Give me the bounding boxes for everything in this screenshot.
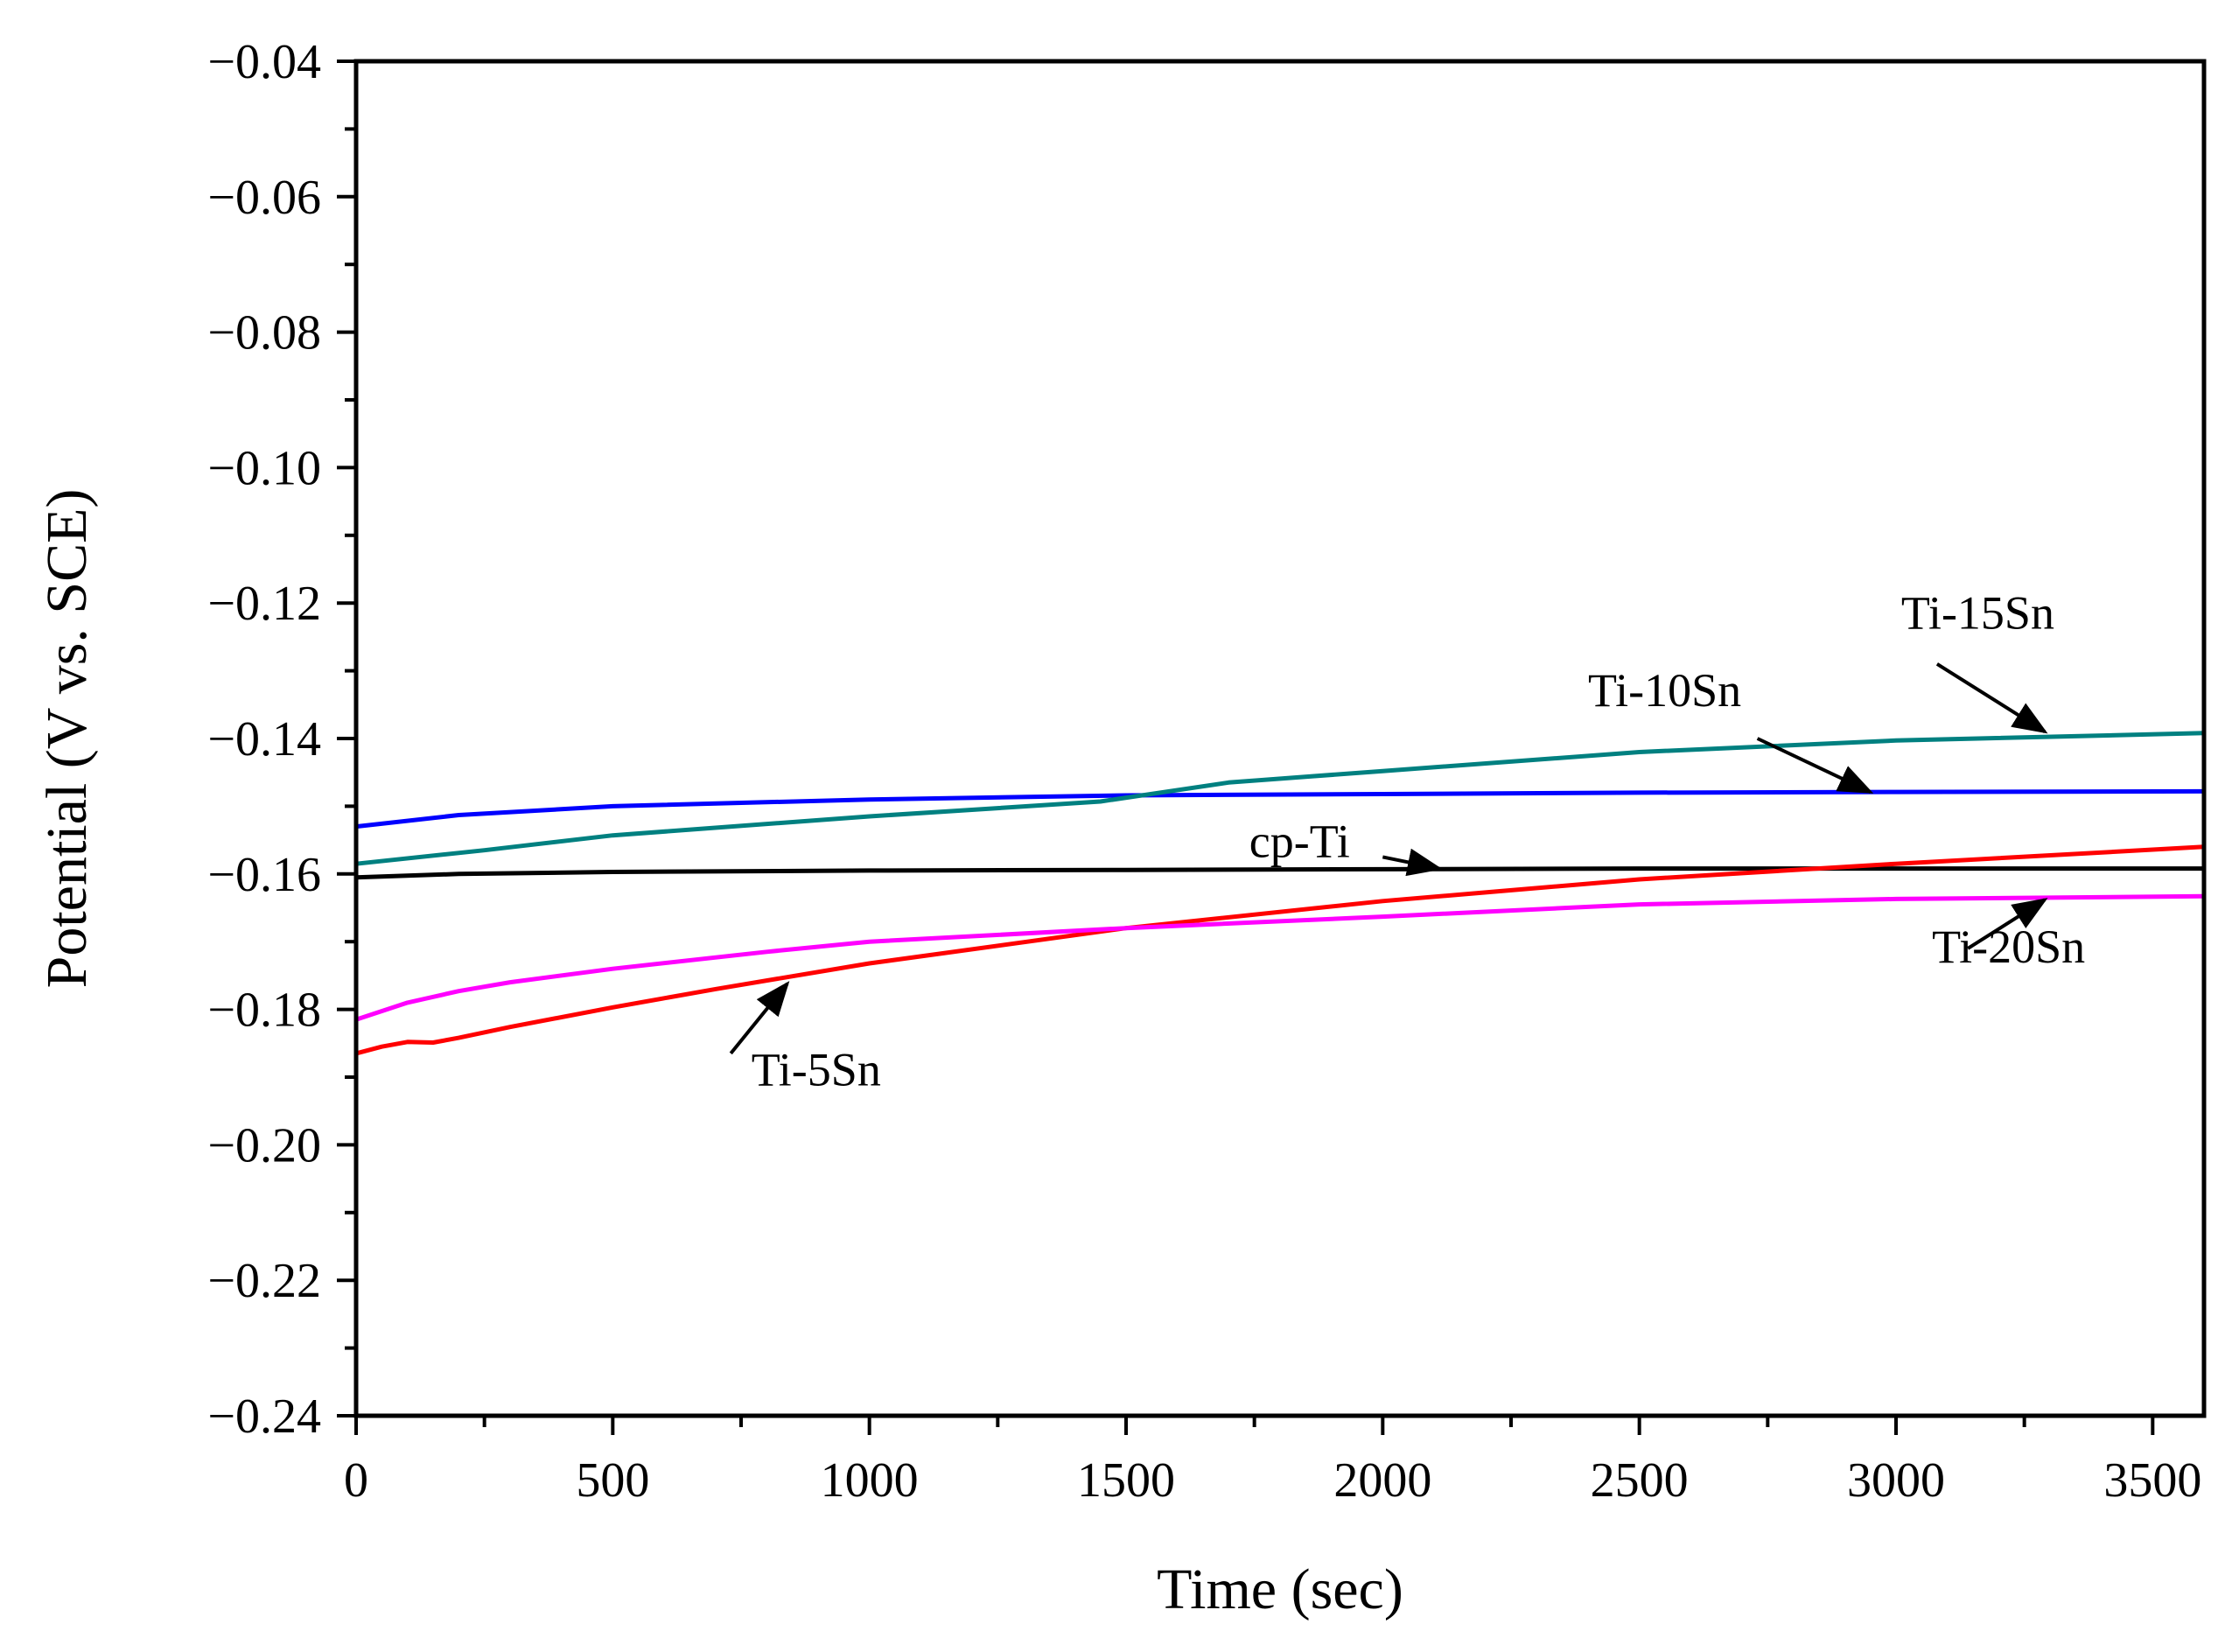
series-line-cp-ti <box>353 866 2207 880</box>
y-tick-label: −0.14 <box>207 712 321 766</box>
series-label-ti-20sn: Ti-20Sn <box>1932 920 2085 973</box>
y-tick-label: −0.08 <box>207 306 321 360</box>
series-line-ti-15sn <box>353 731 2207 866</box>
series-layer <box>353 731 2207 1056</box>
y-tick-label: −0.18 <box>207 984 321 1038</box>
tick-layer: 0 500 1000 1500 2000 2500 3000 3500 −0.04 −0.06 −0… <box>207 35 2201 1508</box>
annotation-layer: cp-Ti Ti-5Sn Ti-10Sn Ti-15Sn Ti-20Sn <box>729 587 2085 1096</box>
y-tick-label: −0.22 <box>207 1254 321 1308</box>
x-tick-label: 3000 <box>1847 1453 1945 1508</box>
series-label-arrow <box>1382 848 1443 877</box>
series-label-ti-5sn: Ti-5Sn <box>752 1043 881 1096</box>
x-axis-title: Time (sec) <box>1157 1558 1403 1621</box>
y-tick-label: −0.10 <box>207 441 321 495</box>
x-tick-label: 1000 <box>821 1453 919 1508</box>
y-tick-label: −0.06 <box>207 171 321 225</box>
y-tick-label: −0.16 <box>207 848 321 902</box>
x-tick-label: 500 <box>576 1453 649 1508</box>
series-label-cp-ti: cp-Ti <box>1249 815 1350 867</box>
series-label-ti-15sn: Ti-15Sn <box>1901 587 2054 640</box>
y-tick-label: −0.12 <box>207 577 321 631</box>
series-line-ti-10sn <box>353 788 2207 830</box>
y-tick-label: −0.04 <box>207 35 321 89</box>
y-axis-title: Potential (V vs. SCE) <box>35 489 99 989</box>
series-label-ti-10sn: Ti-10Sn <box>1588 664 1741 717</box>
series-label-arrow <box>1756 737 1874 794</box>
x-tick-label: 3500 <box>2103 1453 2201 1508</box>
series-label-arrow <box>1935 662 2048 734</box>
y-tick-label: −0.24 <box>207 1390 321 1444</box>
x-tick-label: 2000 <box>1333 1453 1431 1508</box>
x-tick-label: 2500 <box>1591 1453 1689 1508</box>
y-tick-label: −0.20 <box>207 1118 321 1172</box>
series-label-arrow <box>729 981 790 1055</box>
series-line-ti-20sn <box>353 893 2207 1022</box>
x-tick-label: 0 <box>344 1453 368 1508</box>
series-line-ti-5sn <box>353 844 2207 1056</box>
series-label-arrow <box>1967 898 2048 950</box>
x-tick-label: 1500 <box>1077 1453 1175 1508</box>
